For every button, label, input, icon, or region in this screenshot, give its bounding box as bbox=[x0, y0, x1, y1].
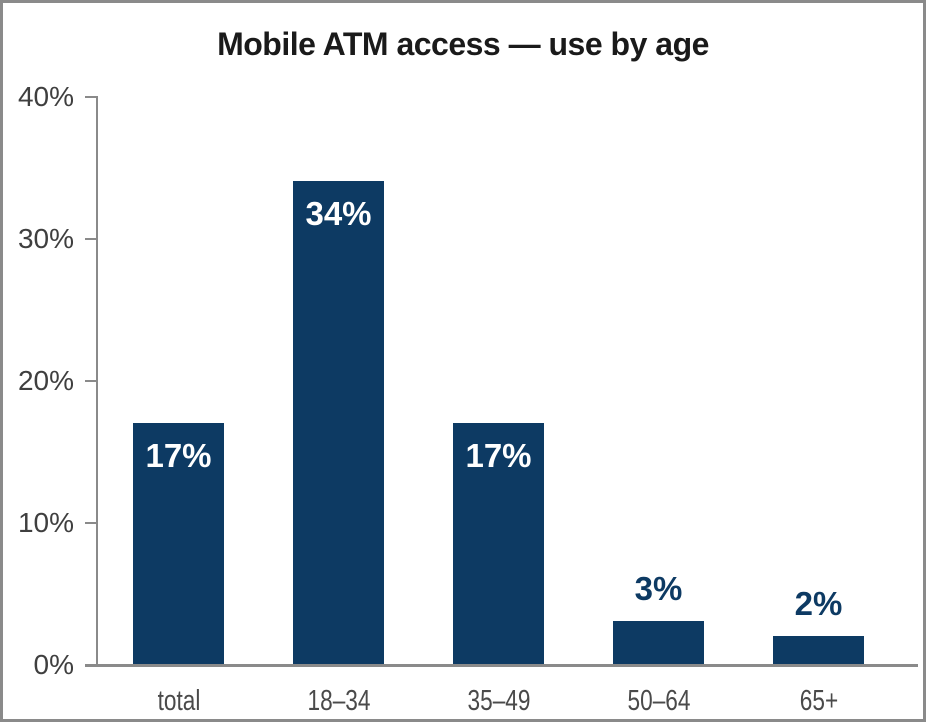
bar-total bbox=[133, 423, 224, 664]
bar-value-label: 2% bbox=[794, 585, 843, 622]
bar-35–49 bbox=[453, 423, 544, 664]
y-tick-mark bbox=[85, 96, 98, 98]
y-tick-mark bbox=[85, 522, 98, 524]
x-axis-category-label: total bbox=[157, 685, 200, 717]
x-axis-line bbox=[85, 664, 918, 667]
x-axis-category-label: 50–64 bbox=[627, 685, 690, 717]
bar-18–34 bbox=[293, 181, 384, 664]
bar-value-label: 3% bbox=[634, 570, 683, 607]
bar-65+ bbox=[773, 636, 864, 664]
y-axis-tick-label: 30% bbox=[17, 223, 74, 254]
chart-title: Mobile ATM access — use by age bbox=[217, 26, 709, 62]
y-axis-tick-label: 10% bbox=[17, 507, 74, 538]
y-axis-tick-label: 40% bbox=[17, 81, 74, 112]
y-axis-tick-label: 0% bbox=[33, 649, 74, 680]
y-tick-mark bbox=[85, 380, 98, 382]
x-axis-category-label: 35–49 bbox=[467, 685, 530, 717]
bar-50–64 bbox=[613, 621, 704, 664]
bar-value-label: 17% bbox=[145, 437, 212, 474]
x-axis-category-label: 65+ bbox=[799, 685, 838, 717]
x-axis-category-label: 18–34 bbox=[307, 685, 370, 717]
y-tick-mark bbox=[85, 238, 98, 240]
y-axis-tick-label: 20% bbox=[17, 365, 74, 396]
bar-value-label: 34% bbox=[305, 195, 372, 232]
bar-value-label: 17% bbox=[465, 437, 532, 474]
